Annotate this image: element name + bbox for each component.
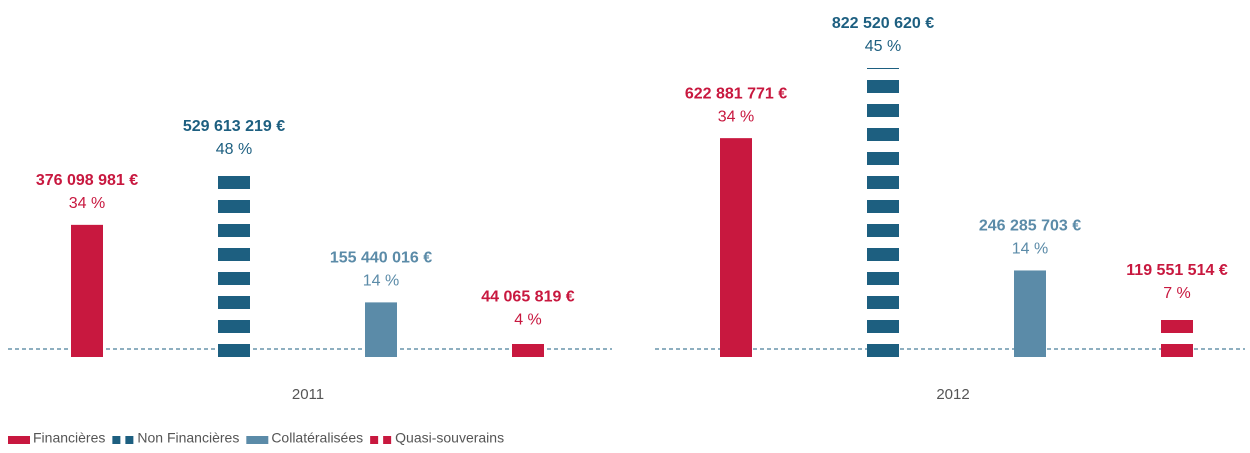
bar — [720, 138, 752, 357]
bar-stripe — [867, 320, 899, 333]
share-label: 45 % — [865, 38, 901, 55]
legend-label: Non Financières — [137, 430, 239, 446]
legend-swatch — [8, 436, 30, 444]
bar-stripe — [867, 128, 899, 141]
legend-label: Quasi-souverains — [395, 430, 504, 446]
bar-stripe — [867, 176, 899, 189]
value-label: 155 440 016 € — [330, 250, 432, 267]
value-label: 246 285 703 € — [979, 218, 1081, 235]
legend-swatch — [370, 436, 379, 444]
value-label: 822 520 620 € — [832, 15, 934, 32]
bar-stripe — [218, 200, 250, 213]
bar — [365, 302, 397, 357]
bar-stripe — [512, 344, 544, 357]
x-tick-label: 2011 — [292, 386, 324, 403]
bar — [1014, 270, 1046, 357]
legend-label: Collatéralisées — [271, 430, 363, 446]
bar-stripe — [867, 104, 899, 117]
bar-stripe — [867, 224, 899, 237]
bar-stripe — [867, 152, 899, 165]
share-label: 7 % — [1163, 285, 1191, 302]
share-label: 14 % — [363, 273, 399, 290]
bar — [218, 176, 250, 357]
share-label: 48 % — [216, 141, 252, 158]
share-label: 34 % — [69, 195, 105, 212]
bar-stripe — [218, 224, 250, 237]
bar-stripe — [1161, 320, 1193, 333]
bar-stripe — [1161, 344, 1193, 357]
bar-stripe — [867, 80, 899, 93]
bar-stripe — [867, 68, 899, 69]
value-label: 529 613 219 € — [183, 118, 285, 135]
bar-stripe — [867, 272, 899, 285]
legend-label: Financières — [33, 430, 105, 446]
legend-item: Non Financières — [112, 430, 239, 446]
legend-swatch — [383, 436, 392, 444]
legend-swatch — [246, 436, 269, 444]
legend-item: Collatéralisées — [246, 430, 363, 446]
bar — [512, 344, 544, 357]
share-label: 14 % — [1012, 241, 1048, 258]
value-label: 44 065 819 € — [481, 289, 575, 306]
share-label: 4 % — [514, 312, 542, 329]
value-label: 622 881 771 € — [685, 85, 787, 102]
bar-stripe — [867, 248, 899, 261]
value-label: 119 551 514 € — [1126, 262, 1228, 279]
bar-stripe — [218, 344, 250, 357]
legend-item: Financières — [8, 430, 105, 446]
legend-item: Quasi-souverains — [370, 430, 504, 446]
bar-stripe — [218, 248, 250, 261]
legend-swatch — [125, 436, 134, 444]
bar-stripe — [867, 344, 899, 357]
bar-stripe — [218, 272, 250, 285]
bar — [71, 224, 103, 357]
bar-stripe — [218, 296, 250, 309]
x-tick-label: 2012 — [936, 386, 969, 403]
bar-stripe — [867, 200, 899, 213]
bar-stripe — [867, 296, 899, 309]
legend-swatch — [112, 436, 121, 444]
bar — [1161, 320, 1193, 357]
value-label: 376 098 981 € — [36, 172, 138, 189]
bar-stripe — [218, 176, 250, 189]
bar-stripe — [218, 320, 250, 333]
share-label: 34 % — [718, 108, 754, 125]
bar — [867, 68, 899, 357]
